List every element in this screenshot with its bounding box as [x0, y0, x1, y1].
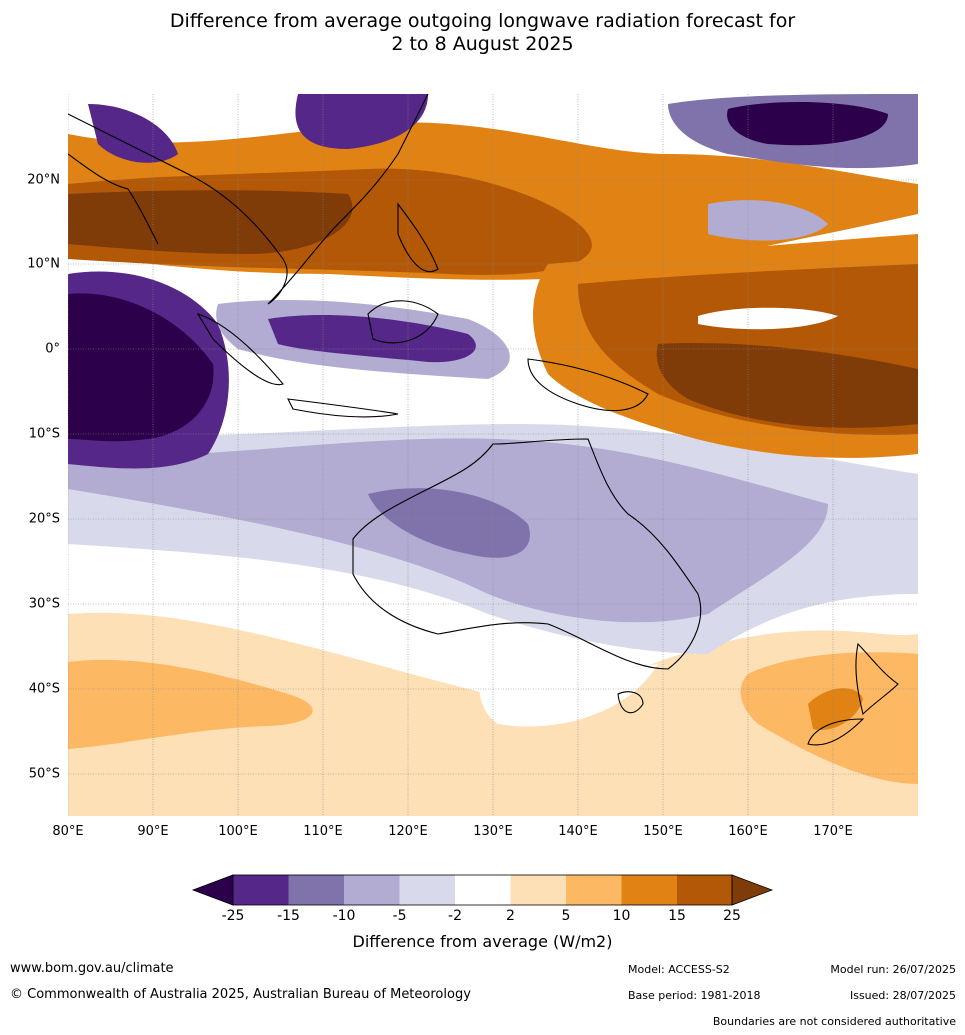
anomaly-region-nz-dark-orange	[808, 688, 863, 730]
coastline-australia	[352, 438, 702, 670]
boundary-disclaimer: Boundaries are not considered authoritat…	[712, 1015, 956, 1028]
coastline-new-zealand-north	[855, 642, 899, 716]
colorbar	[191, 874, 774, 906]
anomaly-region-china-purple	[295, 94, 428, 149]
lon-label-90e: 90°E	[137, 824, 169, 839]
lon-label-110e: 110°E	[303, 824, 343, 839]
title-line-2: 2 to 8 August 2025	[391, 33, 574, 55]
colorbar-tick-minus-5: -5	[392, 908, 407, 924]
issued-date: Issued: 28/07/2025	[849, 989, 956, 1002]
colorbar-low-extension	[191, 874, 234, 906]
colorbar-tick-15: 15	[668, 908, 686, 924]
anomaly-region-north-pacific-light-purple	[708, 200, 828, 241]
base-period: Base period: 1981-2018	[628, 989, 761, 1002]
anomaly-region-pacific-neutral-eye	[698, 307, 838, 330]
coastline-philippines	[397, 202, 439, 273]
colorbar-swatch-9	[677, 875, 732, 905]
colorbar-tick-minus-2: -2	[448, 908, 462, 924]
colorbar-title: Difference from average (W/m2)	[352, 932, 613, 951]
colorbar-tick-2: 2	[506, 908, 515, 924]
model-run-date: Model run: 26/07/2025	[830, 963, 956, 976]
colorbar-swatch-8	[621, 875, 677, 905]
copyright-notice: © Commonwealth of Australia 2025, Austra…	[10, 987, 471, 1002]
colorbar-tick-5: 5	[561, 908, 571, 924]
colorbar-swatch-4	[399, 875, 455, 905]
model-name: Model: ACCESS-S2	[628, 963, 730, 976]
colorbar-tick-minus-15: -15	[277, 908, 300, 924]
coastline-new-zealand-south	[807, 718, 865, 746]
lat-label-10s: 10°S	[28, 426, 60, 442]
colorbar-tick-25: 25	[723, 908, 741, 924]
lon-label-160e: 160°E	[728, 824, 768, 839]
lon-label-130e: 130°E	[473, 824, 513, 839]
anomaly-region-north-pacific-deep-purple	[727, 102, 888, 146]
anomaly-region-asia-deep-brown	[68, 190, 353, 254]
lat-label-10n: 10°N	[27, 256, 60, 272]
lat-label-20n: 20°N	[27, 172, 60, 188]
colorbar-swatch-6	[510, 875, 566, 905]
coastline-borneo	[367, 300, 439, 344]
colorbar-swatch-1	[233, 875, 289, 905]
coastlines	[68, 94, 899, 746]
title-line-1: Difference from average outgoing longwav…	[169, 10, 796, 32]
lon-label-170e: 170°E	[813, 824, 853, 839]
colorbar-high-extension	[731, 874, 774, 906]
anomaly-region-australia-dark-purple	[368, 488, 530, 558]
lon-label-80e: 80°E	[52, 824, 84, 839]
anomaly-region-neutral-south	[479, 634, 658, 727]
colorbar-tick-minus-10: -10	[332, 908, 356, 924]
colorbar-swatch-5	[455, 875, 511, 905]
lon-label-140e: 140°E	[558, 824, 598, 839]
colorbar-tick-10: 10	[612, 908, 631, 924]
bom-website-link[interactable]: www.bom.gov.au/climate	[10, 961, 174, 976]
lon-label-120e: 120°E	[388, 824, 428, 839]
coastline-asia-mainland	[68, 94, 429, 305]
coastline-new-guinea	[527, 358, 649, 412]
colorbar-swatch-3	[344, 875, 400, 905]
lat-label-0: 0°	[45, 341, 60, 357]
anomaly-region-india-purple	[88, 104, 178, 163]
colorbar-tick-minus-25: -25	[221, 908, 245, 924]
coastline-sumatra	[196, 313, 284, 386]
anomaly-region-maritime-dark-purple	[268, 314, 476, 363]
lat-label-20s: 20°S	[28, 511, 60, 527]
colorbar-swatch-7	[566, 875, 622, 905]
anomaly-region-south-orange-west	[68, 659, 313, 749]
coastline-tasmania	[617, 691, 644, 714]
olr-anomaly-map	[68, 94, 918, 816]
colorbar-frame	[232, 874, 733, 906]
anomaly-region-west-pacific-deep-brown	[656, 343, 918, 428]
coastline-india	[68, 153, 159, 245]
lon-label-150e: 150°E	[643, 824, 683, 839]
map-gridlines	[68, 94, 918, 816]
colorbar-swatch-2	[288, 875, 344, 905]
lon-label-100e: 100°E	[218, 824, 258, 839]
coastline-java	[287, 398, 399, 418]
anomaly-region-indian-ocean-deep-purple	[68, 293, 214, 442]
lat-label-30s: 30°S	[28, 596, 60, 612]
lat-label-40s: 40°S	[28, 681, 60, 697]
map-title: Difference from average outgoing longwav…	[0, 10, 965, 56]
lat-label-50s: 50°S	[28, 766, 60, 782]
